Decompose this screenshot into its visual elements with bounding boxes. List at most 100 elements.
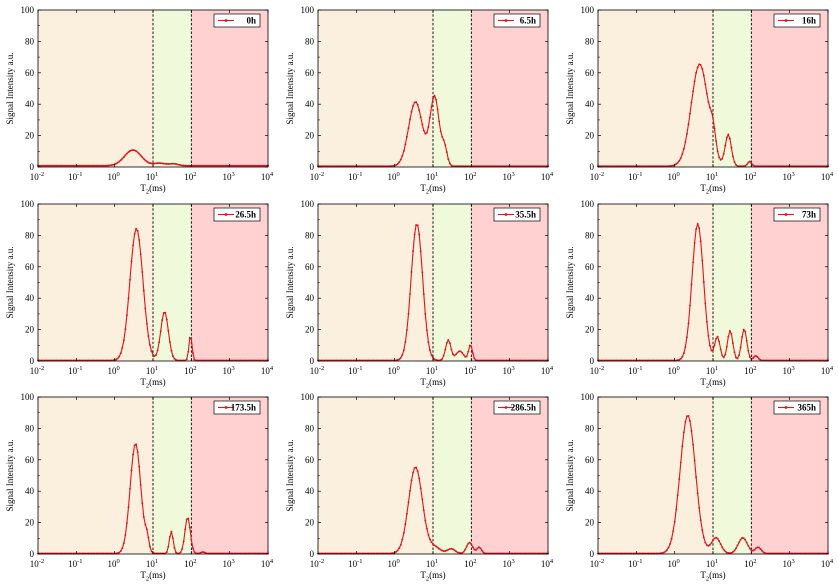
data-point	[471, 352, 474, 355]
data-point	[396, 549, 399, 552]
data-point	[99, 164, 102, 167]
data-point	[164, 311, 167, 314]
data-point	[721, 354, 724, 357]
data-point	[669, 165, 672, 167]
data-point	[727, 133, 730, 136]
data-point	[410, 271, 413, 273]
data-point	[702, 281, 705, 284]
data-point	[231, 164, 234, 167]
data-point	[207, 164, 210, 167]
data-point	[96, 164, 99, 167]
data-point	[170, 349, 173, 352]
data-point	[424, 519, 427, 522]
data-point	[419, 116, 422, 119]
data-point	[221, 164, 223, 167]
data-point	[84, 164, 87, 167]
data-point	[435, 359, 438, 361]
data-point	[201, 551, 204, 554]
data-point	[436, 108, 439, 111]
legend-label: 0h	[246, 16, 256, 26]
data-point	[753, 548, 756, 551]
data-point	[188, 336, 191, 339]
data-point	[259, 164, 262, 167]
data-point	[132, 149, 135, 151]
data-point	[415, 101, 418, 104]
data-point	[439, 130, 442, 133]
data-point	[50, 164, 53, 167]
data-point	[171, 537, 174, 540]
data-point	[675, 508, 678, 511]
x-tick-label: 10-1	[348, 558, 362, 569]
data-point	[715, 337, 718, 340]
data-point	[127, 506, 130, 509]
data-point	[678, 159, 681, 162]
y-tick-label: 20	[305, 518, 315, 528]
data-point	[199, 164, 202, 167]
data-point	[122, 339, 125, 342]
data-point	[762, 551, 765, 554]
data-point	[747, 161, 750, 164]
data-point	[455, 550, 457, 553]
data-point	[390, 165, 393, 168]
y-tick-label: 20	[585, 131, 595, 141]
data-point	[673, 520, 676, 523]
y-tick-label: 40	[305, 99, 315, 109]
x-tick-label: 10-2	[310, 365, 324, 376]
data-point	[693, 459, 696, 462]
legend-marker	[784, 213, 788, 216]
data-point	[181, 548, 184, 551]
x-tick-label: 10-2	[30, 171, 44, 182]
x-tick-label: 10-1	[628, 365, 642, 376]
x-tick-label: 104	[261, 365, 274, 376]
data-point	[682, 431, 685, 434]
data-point	[756, 546, 759, 549]
data-point	[407, 501, 410, 504]
y-tick-label: 40	[305, 486, 315, 496]
y-axis-title: Signal Intensity a.u.	[285, 247, 295, 319]
data-point	[724, 144, 727, 147]
data-point	[710, 541, 713, 544]
data-point	[141, 156, 144, 159]
x-axis-title: T2(ms)	[140, 377, 165, 390]
data-point	[450, 348, 453, 351]
x-tick-label: 100	[668, 365, 680, 376]
data-point	[467, 350, 470, 353]
legend-marker	[504, 406, 508, 409]
data-point	[730, 146, 733, 149]
data-point	[399, 356, 402, 359]
data-point	[667, 165, 670, 168]
x-tick-label: 100	[108, 171, 120, 182]
data-point	[148, 344, 151, 346]
data-point	[204, 551, 207, 554]
data-point	[453, 354, 456, 357]
x-axis-title: T2(ms)	[700, 377, 725, 390]
data-point	[187, 350, 190, 353]
data-point	[144, 307, 147, 310]
data-point	[750, 549, 753, 552]
x-tick-label: 101	[146, 171, 158, 182]
data-point	[265, 164, 268, 167]
data-point	[124, 328, 127, 331]
data-point	[115, 358, 118, 361]
data-point	[53, 164, 56, 167]
data-point	[447, 158, 450, 161]
y-tick-label: 100	[21, 199, 35, 209]
data-point	[430, 105, 433, 108]
x-tick-label: 10-2	[590, 558, 604, 569]
data-point	[684, 420, 687, 423]
data-point	[257, 164, 260, 167]
y-tick-label: 60	[585, 68, 595, 78]
data-point	[413, 233, 416, 236]
data-point	[459, 350, 462, 353]
data-point	[425, 131, 428, 134]
data-point	[692, 443, 695, 446]
data-point	[43, 164, 46, 167]
x-tick-label: 10-2	[30, 365, 44, 376]
x-tick-label: 101	[706, 365, 718, 376]
data-point	[758, 357, 760, 360]
data-point	[695, 71, 698, 74]
data-point	[121, 346, 124, 349]
data-point	[392, 552, 395, 555]
data-point	[244, 164, 246, 167]
data-point	[138, 465, 141, 468]
